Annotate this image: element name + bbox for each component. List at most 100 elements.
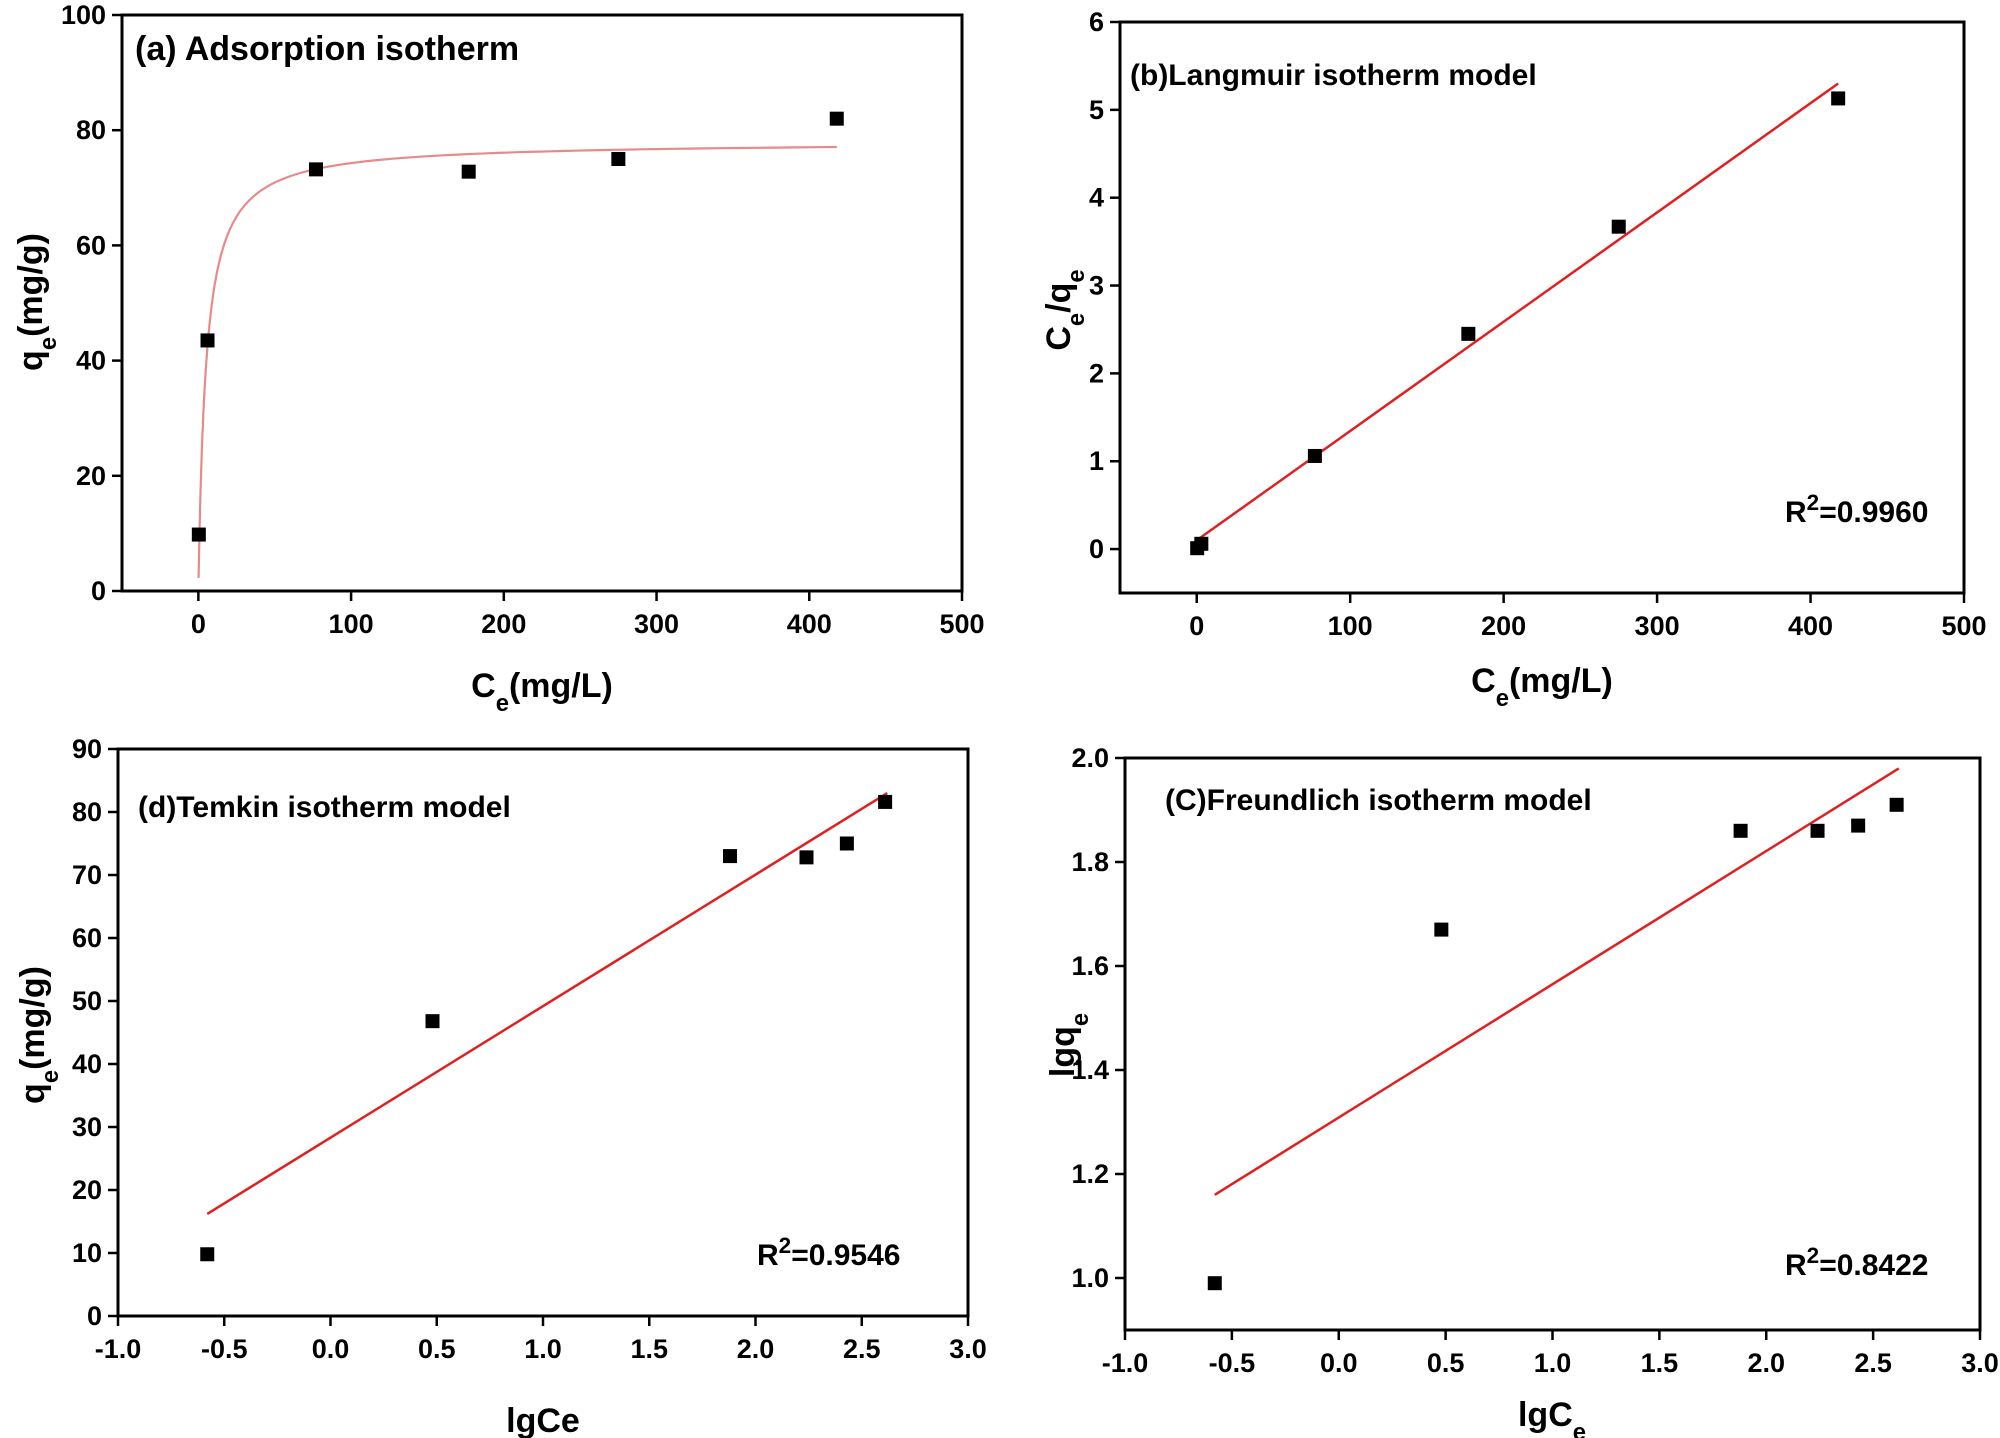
- x-tick-label: 1.5: [630, 1334, 668, 1364]
- x-tick-label: 100: [329, 609, 374, 639]
- y-tick-label: 1.6: [1071, 951, 1109, 981]
- y-tick-label: 30: [72, 1112, 102, 1142]
- data-point: [723, 849, 737, 864]
- y-axis-title: Ce/qe: [1040, 269, 1090, 350]
- data-point: [425, 1014, 440, 1029]
- x-tick-label: 100: [1328, 611, 1373, 641]
- x-tick-label: 0: [191, 609, 206, 639]
- y-tick-label: 2: [1089, 358, 1104, 388]
- x-tick-label: -1.0: [95, 1334, 142, 1364]
- panel-title: (C)Freundlich isotherm model: [1165, 784, 1592, 817]
- data-point: [461, 164, 476, 179]
- chart-panel-a: 0 100 200 300 400 500 0 20 40 60 80 100 (a) Adsorpti…: [12, 0, 985, 717]
- data-point: [878, 794, 893, 809]
- data-point: [1611, 219, 1626, 234]
- panel-title: (d)Temkin isotherm model: [138, 791, 511, 824]
- x-tick-label: 400: [787, 609, 832, 639]
- x-tick-label: -1.0: [1102, 1348, 1149, 1378]
- data-point: [799, 850, 814, 865]
- chart-panel-c: -1.0 -0.5 0.0 0.5 1.0 1.5 2.0 2.5 3.0 1.0 1.2 1.4 1.…: [1044, 743, 1999, 1438]
- y-tick-label: 40: [76, 346, 106, 376]
- y-tick-label: 0: [1089, 534, 1104, 564]
- data-point: [1810, 823, 1825, 838]
- y-tick-label: 80: [76, 115, 106, 145]
- x-tick-label: 2.5: [843, 1334, 881, 1364]
- plot-frame: [1118, 20, 1966, 595]
- y-tick-label: 60: [76, 230, 106, 260]
- x-tick-label: 0.0: [1320, 1348, 1358, 1378]
- data-point: [1434, 922, 1449, 937]
- y-tick-label: 1.4: [1071, 1055, 1109, 1085]
- y-tick-label: 6: [1089, 7, 1104, 37]
- x-tick-label: 300: [1635, 611, 1680, 641]
- y-tick-label: 1.0: [1071, 1263, 1109, 1293]
- y-tick-label: 20: [72, 1175, 102, 1205]
- panel-title: (b)Langmuir isotherm model: [1130, 59, 1537, 92]
- fit-line: [1196, 82, 1839, 542]
- y-axis-title: qe(mg/g): [14, 966, 64, 1104]
- y-tick-label: 0: [91, 576, 106, 606]
- data-point: [200, 1247, 215, 1262]
- data-point: [1831, 91, 1846, 106]
- y-tick-label: 0: [87, 1301, 102, 1331]
- x-tick-label: 2.5: [1854, 1348, 1892, 1378]
- fit-curve: [197, 145, 837, 578]
- x-tick-label: 300: [634, 609, 679, 639]
- data-point: [839, 836, 854, 851]
- y-tick-label: 1: [1089, 446, 1104, 476]
- x-tick-label: 3.0: [949, 1334, 987, 1364]
- x-tick-label: 2.0: [737, 1334, 775, 1364]
- y-tick-label: 60: [72, 923, 102, 953]
- y-tick-label: 90: [72, 734, 102, 764]
- panel-title: (a) Adsorption isotherm: [135, 30, 519, 68]
- x-tick-label: 1.5: [1641, 1348, 1679, 1378]
- x-tick-label: -0.5: [1209, 1348, 1256, 1378]
- data-point: [308, 162, 323, 177]
- y-tick-label: 1.8: [1071, 847, 1109, 877]
- chart-panel-d: -1.0 -0.5 0.0 0.5 1.0 1.5 2.0 2.5 3.0 0 10 20 30 40 50…: [14, 734, 987, 1438]
- r-squared-label: R2=0.9960: [1785, 490, 1928, 530]
- x-tick-label: 2.0: [1747, 1348, 1785, 1378]
- y-axis-title: lgqe: [1044, 1013, 1094, 1077]
- x-tick-label: 200: [481, 609, 526, 639]
- y-tick-label: 1.2: [1071, 1159, 1109, 1189]
- data-point: [611, 152, 626, 166]
- y-tick-label: 10: [72, 1238, 102, 1268]
- x-tick-label: 0.5: [1427, 1348, 1465, 1378]
- data-point: [1194, 536, 1209, 551]
- x-axis-title: Ce(mg/L): [471, 667, 613, 717]
- plot-frame: [1123, 756, 1982, 1332]
- x-tick-label: 0.0: [312, 1334, 350, 1364]
- data-point: [191, 527, 206, 542]
- y-tick-label: 70: [72, 860, 102, 890]
- x-tick-label: -0.5: [201, 1334, 248, 1364]
- plot-frame: [120, 13, 964, 593]
- r-squared-label: R2=0.8422: [1785, 1243, 1928, 1283]
- x-tick-label: 1.0: [1534, 1348, 1572, 1378]
- y-axis-title: qe(mg/g): [12, 233, 62, 371]
- y-tick-label: 80: [72, 797, 102, 827]
- data-point: [200, 333, 215, 348]
- data-point: [1207, 1276, 1222, 1291]
- chart-panel-b: 0 100 200 300 400 500 0 1 2 3 4 5 6 (b)Langmuir isoth…: [1040, 7, 1987, 712]
- y-tick-label: 2.0: [1071, 743, 1109, 773]
- data-point: [1733, 823, 1748, 838]
- y-tick-label: 20: [76, 461, 106, 491]
- fit-line: [206, 792, 888, 1216]
- x-tick-label: 0: [1189, 611, 1204, 641]
- x-tick-label: 400: [1788, 611, 1833, 641]
- y-tick-label: 3: [1089, 271, 1104, 301]
- x-tick-label: 1.0: [524, 1334, 562, 1364]
- x-tick-label: 500: [1941, 611, 1986, 641]
- x-axis-title: lgCe: [1518, 1396, 1586, 1438]
- x-tick-label: 3.0: [1961, 1348, 1999, 1378]
- x-tick-label: 500: [939, 609, 984, 639]
- r-squared-label: R2=0.9546: [757, 1233, 900, 1273]
- x-axis-title: Ce(mg/L): [1471, 662, 1613, 712]
- data-point: [1851, 818, 1866, 833]
- x-tick-label: 0.5: [418, 1334, 456, 1364]
- plot-frame: [116, 747, 970, 1318]
- y-tick-label: 40: [72, 1049, 102, 1079]
- y-tick-label: 4: [1089, 183, 1104, 213]
